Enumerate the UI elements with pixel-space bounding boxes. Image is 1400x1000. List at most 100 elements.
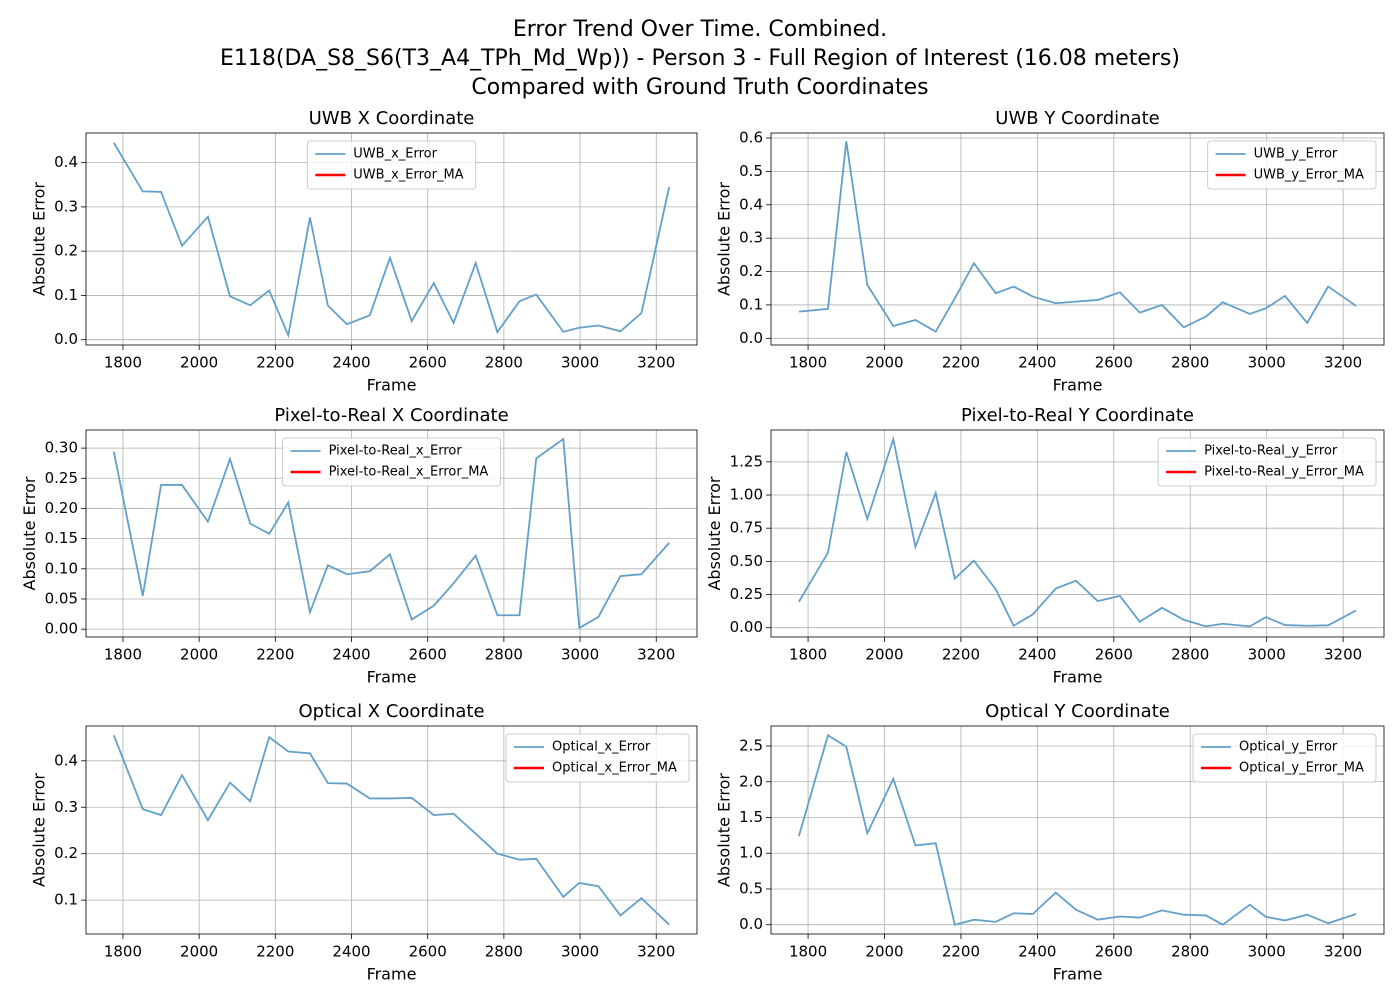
x-tick-label: 2200 bbox=[942, 943, 980, 961]
y-tick-label: 0.6 bbox=[739, 129, 763, 147]
subplot-title: Optical X Coordinate bbox=[298, 701, 484, 722]
y-tick-label: 0.20 bbox=[45, 499, 78, 517]
subplot-title: UWB Y Coordinate bbox=[995, 108, 1159, 129]
x-tick-label: 2200 bbox=[942, 646, 980, 664]
y-tick-label: 0.4 bbox=[739, 195, 763, 213]
subplot-title: Pixel-to-Real Y Coordinate bbox=[961, 405, 1194, 426]
y-axis-label: Absolute Error bbox=[30, 773, 49, 887]
legend-label: Pixel-to-Real_x_Error_MA bbox=[329, 465, 489, 480]
y-tick-label: 0.25 bbox=[45, 469, 78, 487]
y-axis-label: Absolute Error bbox=[715, 182, 734, 296]
x-axis-label: Frame bbox=[1053, 376, 1103, 395]
x-axis-label: Frame bbox=[367, 965, 417, 984]
series-line bbox=[113, 142, 671, 339]
x-tick-label: 2200 bbox=[256, 943, 294, 961]
axes-frame bbox=[85, 132, 698, 346]
x-tick-label: 1800 bbox=[789, 646, 827, 664]
x-tick-label: 2800 bbox=[1171, 354, 1209, 372]
legend: Optical_y_Error Optical_y_Error_MA bbox=[1192, 733, 1377, 783]
y-tick-label: 0.2 bbox=[54, 844, 78, 862]
x-tick-label: 3000 bbox=[561, 943, 599, 961]
legend-box bbox=[1207, 140, 1377, 190]
x-tick-label: 1800 bbox=[104, 354, 142, 372]
y-tick-label: 0.75 bbox=[730, 519, 763, 537]
x-tick-label: 3200 bbox=[637, 354, 675, 372]
y-tick-label: 0.5 bbox=[739, 879, 763, 897]
y-axis-label: Absolute Error bbox=[705, 476, 724, 590]
y-tick-label: 0.05 bbox=[45, 589, 78, 607]
x-tick-label: 3000 bbox=[1248, 354, 1286, 372]
x-tick-label: 3200 bbox=[637, 943, 675, 961]
figure-title: E118(DA_S8_S6(T3_A4_TPh_Md_Wp)) - Person… bbox=[220, 46, 1180, 71]
x-tick-label: 2400 bbox=[1018, 354, 1056, 372]
x-tick-label: 2600 bbox=[409, 646, 447, 664]
x-tick-label: 2200 bbox=[256, 354, 294, 372]
legend-label: Pixel-to-Real_y_Error bbox=[1204, 444, 1338, 459]
legend-box bbox=[282, 437, 501, 487]
x-tick-label: 2600 bbox=[1095, 943, 1133, 961]
legend-label: UWB_x_Error_MA bbox=[353, 168, 463, 183]
subplot-title: Optical Y Coordinate bbox=[985, 701, 1170, 722]
y-tick-label: 0.4 bbox=[54, 153, 78, 171]
x-tick-label: 2000 bbox=[865, 354, 903, 372]
x-tick-label: 2000 bbox=[180, 354, 218, 372]
y-tick-label: 1.5 bbox=[739, 808, 763, 826]
y-tick-label: 0.3 bbox=[54, 197, 78, 215]
legend-label: UWB_x_Error bbox=[353, 147, 437, 162]
y-tick-label: 0.1 bbox=[54, 286, 78, 304]
figure-title: Compared with Ground Truth Coordinates bbox=[471, 75, 928, 100]
y-tick-label: 0.4 bbox=[54, 751, 78, 769]
x-tick-label: 2000 bbox=[180, 646, 218, 664]
series-line bbox=[112, 734, 670, 926]
x-tick-label: 1800 bbox=[104, 646, 142, 664]
x-tick-label: 2800 bbox=[485, 354, 523, 372]
x-axis-label: Frame bbox=[1053, 965, 1103, 984]
series-line bbox=[798, 141, 1357, 333]
legend-label: Pixel-to-Real_x_Error bbox=[329, 444, 463, 459]
y-tick-label: 0.00 bbox=[730, 618, 763, 636]
x-axis-label: Frame bbox=[1053, 668, 1103, 687]
legend: Pixel-to-Real_y_Error Pixel-to-Real_y_Err… bbox=[1157, 437, 1377, 487]
y-tick-label: 1.00 bbox=[730, 486, 763, 504]
legend-label: Optical_y_Error bbox=[1239, 740, 1338, 755]
legend-label: UWB_y_Error_MA bbox=[1254, 168, 1364, 183]
series-line bbox=[798, 733, 1357, 926]
x-tick-label: 3200 bbox=[1324, 943, 1362, 961]
x-tick-label: 1800 bbox=[104, 943, 142, 961]
y-axis-label: Absolute Error bbox=[20, 476, 39, 590]
x-tick-label: 3000 bbox=[561, 354, 599, 372]
subplot-title: Pixel-to-Real X Coordinate bbox=[274, 405, 508, 426]
x-tick-label: 3000 bbox=[561, 646, 599, 664]
y-tick-label: 0.2 bbox=[54, 242, 78, 260]
y-tick-label: 0.25 bbox=[730, 585, 763, 603]
x-tick-label: 2600 bbox=[409, 354, 447, 372]
legend-label: Pixel-to-Real_y_Error_MA bbox=[1204, 465, 1364, 480]
x-tick-label: 2600 bbox=[1095, 354, 1133, 372]
legend-label: Optical_x_Error bbox=[552, 740, 651, 755]
legend-box bbox=[505, 733, 690, 783]
y-tick-label: 0.1 bbox=[54, 891, 78, 909]
x-tick-label: 2800 bbox=[1171, 943, 1209, 961]
y-tick-label: 0.30 bbox=[45, 439, 78, 457]
x-tick-label: 2000 bbox=[180, 943, 218, 961]
figure-title: Error Trend Over Time. Combined. bbox=[513, 17, 887, 42]
x-tick-label: 2600 bbox=[1095, 646, 1133, 664]
legend-label: UWB_y_Error bbox=[1254, 147, 1338, 162]
axes-frame bbox=[770, 429, 1385, 638]
x-tick-label: 2400 bbox=[1018, 646, 1056, 664]
axes-frame bbox=[770, 132, 1385, 346]
y-tick-label: 0.00 bbox=[45, 620, 78, 638]
y-tick-label: 2.5 bbox=[739, 737, 763, 755]
x-tick-label: 1800 bbox=[789, 354, 827, 372]
y-axis-label: Absolute Error bbox=[715, 773, 734, 887]
legend: Optical_x_Error Optical_x_Error_MA bbox=[505, 733, 690, 783]
x-tick-label: 3200 bbox=[1324, 646, 1362, 664]
x-tick-label: 3000 bbox=[1248, 943, 1286, 961]
y-tick-label: 1.25 bbox=[730, 452, 763, 470]
axes-frame bbox=[85, 429, 698, 638]
subplot-title: UWB X Coordinate bbox=[309, 108, 475, 129]
x-tick-label: 2800 bbox=[485, 646, 523, 664]
x-tick-label: 2800 bbox=[485, 943, 523, 961]
